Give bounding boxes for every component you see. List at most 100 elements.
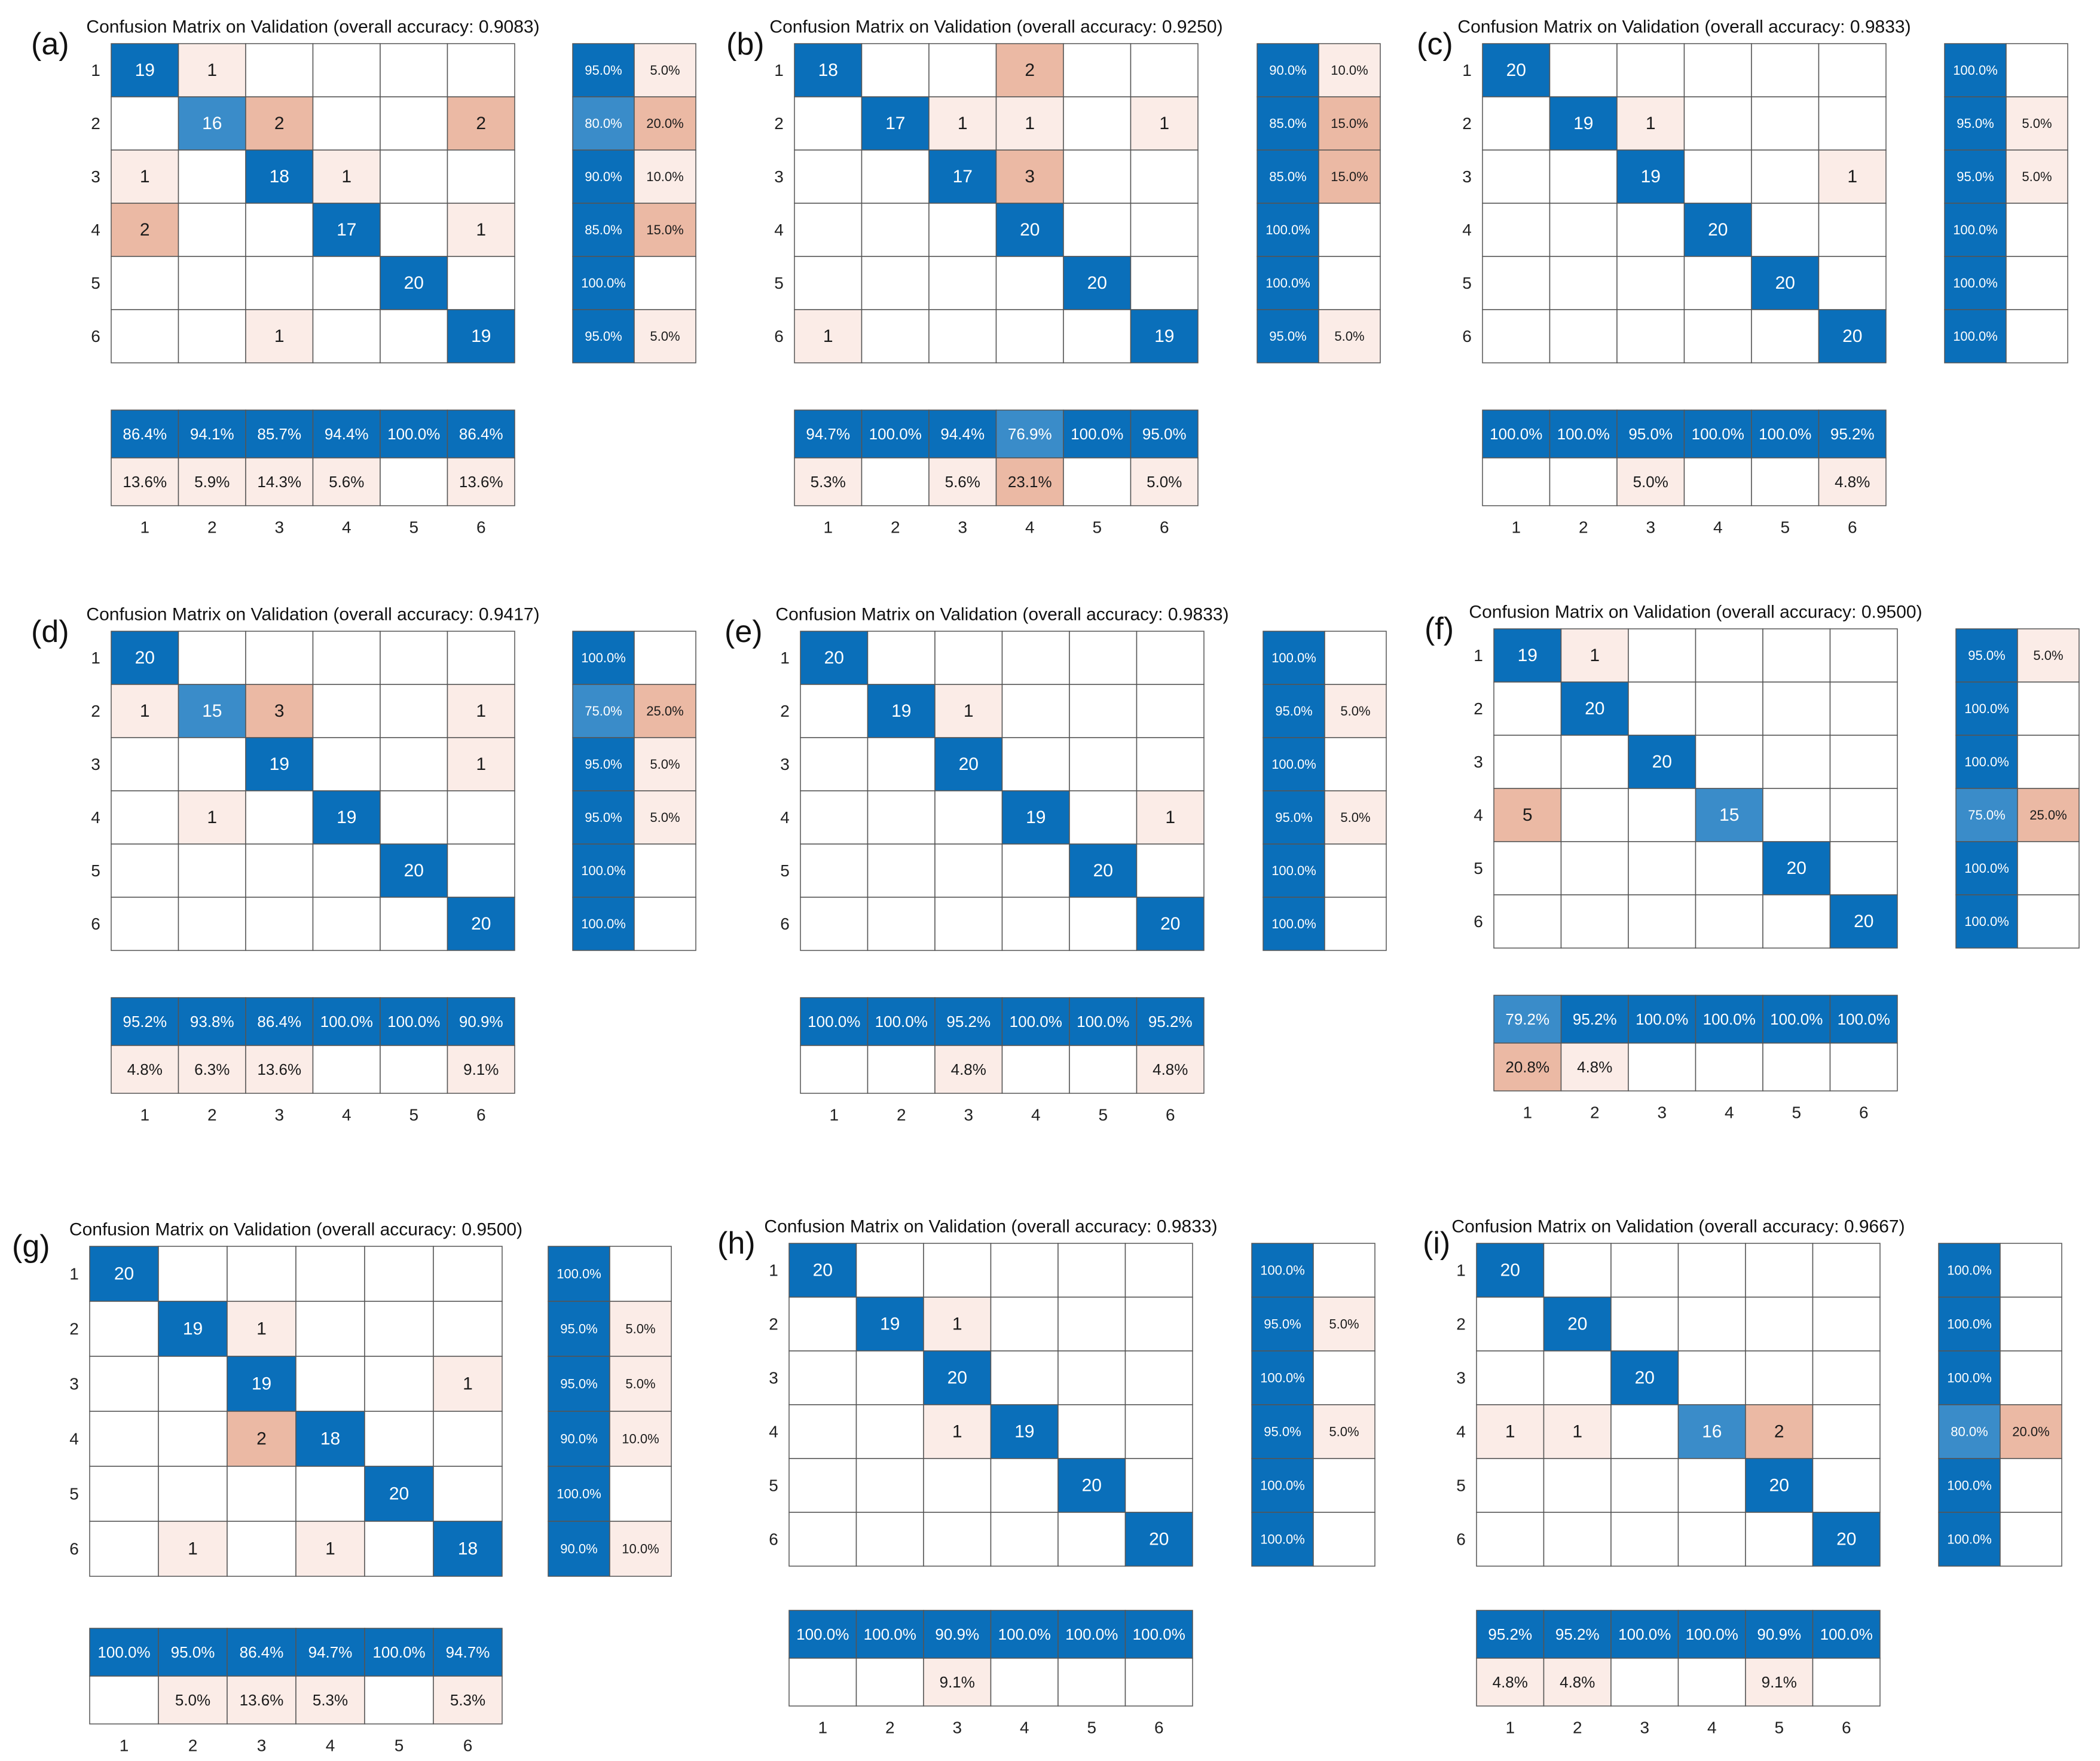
matrix-cell <box>295 1356 365 1412</box>
matrix-cell <box>245 256 314 310</box>
row-tick-label: 3 <box>1456 1369 1466 1387</box>
cell-count: 1 <box>1025 114 1035 133</box>
matrix-cell <box>312 43 381 97</box>
row-tick-label: 2 <box>1456 1315 1466 1334</box>
row-summary-correct-label: 100.0% <box>581 650 626 665</box>
matrix-cell <box>1001 737 1070 791</box>
matrix-cell <box>227 1246 296 1302</box>
row-summary-error <box>1318 309 1381 363</box>
matrix-cell <box>861 203 930 257</box>
row-summary-error-label: 15.0% <box>1331 169 1368 184</box>
col-summary-correct-label: 94.7% <box>806 425 850 443</box>
matrix-cell <box>380 843 448 898</box>
matrix-cell <box>111 96 179 151</box>
col-summary-error <box>1063 457 1132 506</box>
cell-count: 19 <box>880 1314 900 1334</box>
row-summary-correct-label: 90.0% <box>585 169 622 184</box>
matrix-cell <box>1745 1458 1814 1513</box>
matrix-cell <box>447 256 515 310</box>
cell-count: 20 <box>471 914 491 934</box>
row-summary-error-label: 5.0% <box>650 63 680 78</box>
col-summary-error-label: 5.0% <box>1633 473 1668 491</box>
matrix-cell <box>934 897 1003 951</box>
matrix-cell <box>1818 256 1887 310</box>
col-summary-correct-label: 94.7% <box>446 1643 490 1661</box>
matrix-cell <box>1057 1350 1126 1405</box>
row-tick-label: 4 <box>1456 1423 1466 1441</box>
col-summary-correct-label: 90.9% <box>1757 1625 1801 1643</box>
matrix-cell <box>1751 309 1820 363</box>
row-tick-label: 4 <box>91 221 100 239</box>
row-summary-error <box>634 256 696 310</box>
matrix-cell <box>227 1466 296 1522</box>
matrix-cell <box>990 1458 1059 1513</box>
col-summary-error <box>447 457 515 506</box>
col-summary-error <box>178 1045 246 1094</box>
matrix-cell <box>794 96 863 151</box>
row-summary-error-label: 5.0% <box>1334 329 1364 344</box>
matrix-cell <box>295 1411 365 1467</box>
row-summary-correct-label: 100.0% <box>1964 861 2009 876</box>
col-summary-correct <box>1695 995 1763 1044</box>
cell-count: 20 <box>404 861 424 880</box>
row-summary-error <box>1318 43 1381 97</box>
row-summary-error-label: 15.0% <box>1331 116 1368 131</box>
cell-count: 19 <box>891 701 911 721</box>
matrix-cell <box>1063 149 1132 204</box>
matrix-cell <box>861 256 930 310</box>
row-summary-error <box>1318 96 1381 151</box>
matrix-cell <box>1493 735 1562 789</box>
row-summary-error-label: 10.0% <box>1331 63 1368 78</box>
col-summary-error-label: 5.3% <box>811 473 846 491</box>
col-tick-label: 3 <box>257 1736 267 1755</box>
row-summary-correct-label: 95.0% <box>560 1322 597 1337</box>
matrix-cell <box>1829 681 1898 736</box>
matrix-cell <box>312 843 381 898</box>
matrix-cell <box>923 1512 992 1567</box>
matrix-cell <box>178 897 246 951</box>
matrix-cell <box>1695 788 1763 842</box>
col-summary-error <box>1683 457 1752 506</box>
row-summary-error <box>1324 631 1387 685</box>
col-tick-label: 6 <box>1842 1719 1851 1737</box>
row-summary-error-label: 5.0% <box>650 810 680 825</box>
row-summary-correct <box>1257 43 1319 97</box>
col-summary-correct-label: 86.4% <box>123 425 167 443</box>
col-summary-error-label: 5.6% <box>329 473 364 491</box>
matrix-cell <box>1610 1297 1679 1352</box>
row-tick-label: 1 <box>1474 646 1483 665</box>
panel-title: Confusion Matrix on Validation (overall … <box>86 17 539 37</box>
matrix-cell <box>312 256 381 310</box>
matrix-cell <box>1818 203 1887 257</box>
col-summary-error <box>1610 1658 1679 1707</box>
matrix-cell <box>364 1356 434 1412</box>
row-summary-error <box>1318 149 1381 204</box>
matrix-cell <box>800 897 869 951</box>
matrix-cell <box>788 1458 857 1513</box>
row-tick-label: 5 <box>69 1485 79 1503</box>
matrix-cell <box>1812 1458 1881 1513</box>
cell-count: 2 <box>1025 60 1035 80</box>
row-tick-label: 3 <box>774 167 784 186</box>
col-summary-correct-label: 79.2% <box>1505 1010 1549 1028</box>
cell-count: 20 <box>1082 1476 1102 1496</box>
matrix-cell <box>1616 43 1685 97</box>
matrix-cell <box>1677 1404 1746 1459</box>
row-tick-label: 2 <box>1462 114 1472 133</box>
matrix-cell <box>794 149 863 204</box>
col-tick-label: 4 <box>1020 1719 1029 1737</box>
matrix-cell <box>1829 735 1898 789</box>
row-tick-label: 5 <box>91 274 100 292</box>
row-tick-label: 6 <box>774 327 784 346</box>
matrix-cell <box>923 1404 992 1459</box>
cell-count: 19 <box>1026 808 1046 827</box>
col-summary-error <box>1136 1045 1205 1094</box>
matrix-cell <box>447 203 515 257</box>
cell-count: 16 <box>1702 1422 1722 1442</box>
matrix-cell <box>433 1411 503 1467</box>
cell-count: 1 <box>823 326 833 346</box>
matrix-cell <box>1812 1297 1881 1352</box>
col-summary-error-label: 23.1% <box>1008 473 1052 491</box>
row-summary-error-label: 10.0% <box>622 1432 659 1447</box>
col-tick-label: 1 <box>829 1106 839 1124</box>
